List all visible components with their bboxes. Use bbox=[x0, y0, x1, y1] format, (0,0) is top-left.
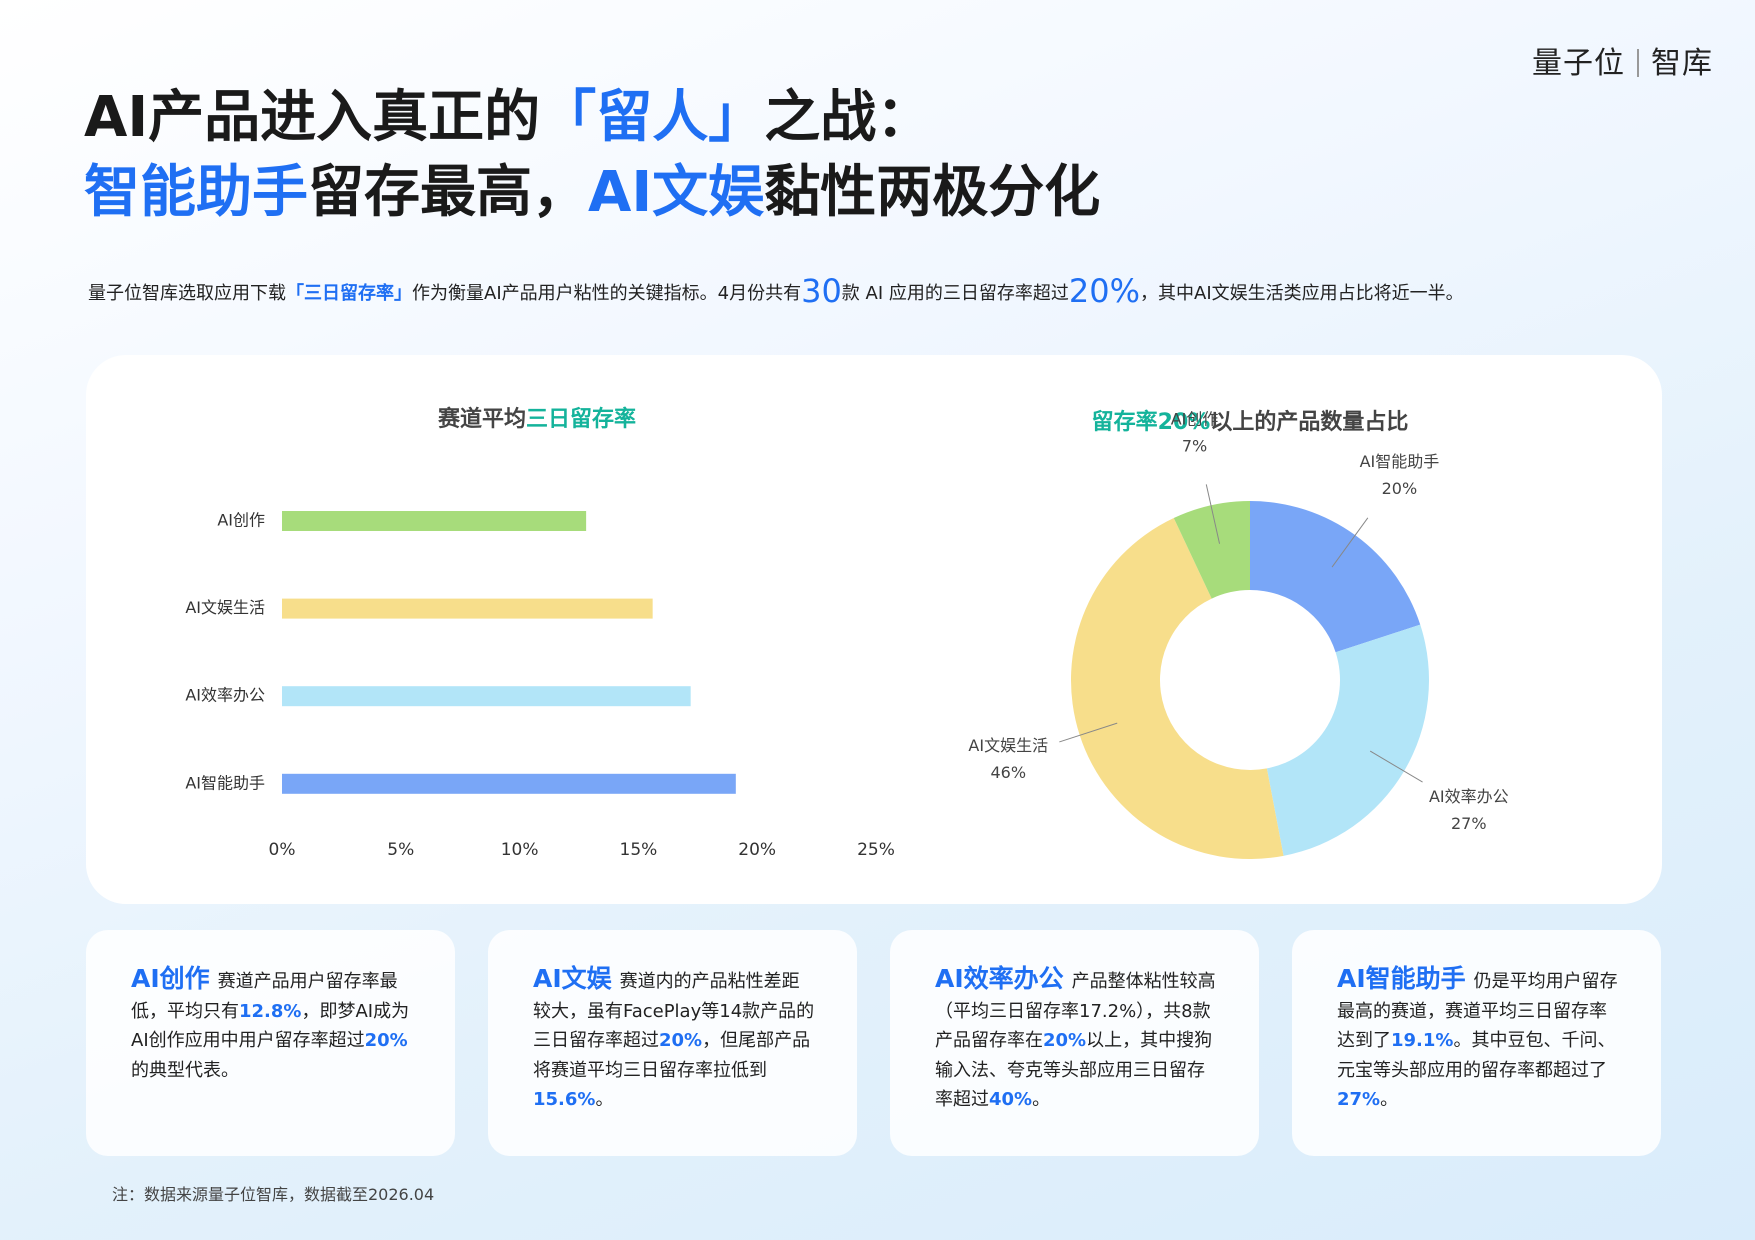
slice-label: AI效率办公 bbox=[1429, 787, 1509, 806]
bar bbox=[282, 511, 587, 531]
chart-title: 赛道平均三日留存率 bbox=[437, 406, 636, 432]
emphasis-text: 15.6% bbox=[533, 1089, 596, 1110]
donut-slice bbox=[1173, 501, 1250, 599]
text: 之战： bbox=[764, 85, 933, 150]
chart-title: 留存率20%以上的产品数量占比 bbox=[1092, 409, 1409, 435]
y-tick-label: AI文娱生活 bbox=[185, 598, 265, 617]
chart-title-part: 三日留存率 bbox=[526, 406, 636, 432]
card-title: AI效率办公 bbox=[935, 964, 1064, 993]
text: ，其中AI文娱生活类应用占比将近一半。 bbox=[1140, 283, 1464, 304]
card: AI文娱 赛道内的产品粘性差距较大，虽有FacePlay等14款产品的三日留存率超… bbox=[488, 930, 857, 1156]
text: 黏性两极分化 bbox=[764, 160, 1101, 225]
text: 。 bbox=[1380, 1089, 1399, 1110]
slice-value-label: 46% bbox=[990, 763, 1026, 782]
card: AI创作 赛道产品用户留存率最低，平均只有12.8%，即梦AI成为AI创作应用中用… bbox=[86, 930, 455, 1156]
logo-sub: 智库 bbox=[1651, 46, 1713, 81]
note: 注：数据来源量子位智库，数据截至2026.04 bbox=[112, 1185, 435, 1204]
text: 赛道产品用户留存率最低，平均只有 bbox=[131, 971, 398, 1022]
charts: 赛道平均三日留存率 0% 5% 10% 15% 20% 25% AI创作 AI文娱生活 AI效率办… bbox=[185, 406, 1509, 860]
logo-brand: 量子位 bbox=[1532, 46, 1625, 81]
emphasis-text: 20% bbox=[659, 1030, 703, 1051]
text: 。 bbox=[1032, 1089, 1051, 1110]
logo: 量子位 智库 bbox=[1532, 38, 1713, 82]
emphasis-text: 「留人」 bbox=[540, 85, 765, 150]
card-title: AI文娱 bbox=[533, 964, 612, 993]
emphasis-text: 「三日留存率」 bbox=[286, 283, 412, 304]
slice-label: AI智能助手 bbox=[1360, 452, 1440, 471]
emphasis-text: 智能助手 bbox=[84, 160, 308, 225]
y-tick-label: AI智能助手 bbox=[185, 773, 265, 792]
text: 款 AI 应用的三日留存率超过 bbox=[841, 283, 1069, 304]
text: 产品整体粘性较高（平均三日留存率17.2%），共8款产品留存率在 bbox=[935, 971, 1216, 1051]
card-title: AI创作 bbox=[131, 964, 210, 993]
text: ，但尾部产品将赛道平均三日留存率拉低到 bbox=[533, 1030, 811, 1081]
emphasis-text: 20% bbox=[1043, 1030, 1087, 1051]
emphasis-text: 30 bbox=[801, 272, 842, 310]
bar bbox=[282, 686, 691, 707]
x-tick-label: 25% bbox=[857, 840, 895, 860]
slice-label: AI文娱生活 bbox=[968, 736, 1048, 755]
card-title: AI智能助手 bbox=[1337, 964, 1466, 993]
emphasis-text: AI文娱 bbox=[588, 160, 765, 225]
chart-panel: 赛道平均三日留存率 0% 5% 10% 15% 20% 25% AI创作 AI文娱生活 AI效率办… bbox=[86, 355, 1662, 904]
text: 的典型代表。 bbox=[131, 1059, 239, 1081]
slice-value-label: 7% bbox=[1182, 436, 1207, 455]
text: 以上，其中搜狗输入法、夸克等头部应用三日留存率超过 bbox=[935, 1030, 1213, 1110]
headline-line1: AI产品进入真正的「留人」之战： bbox=[84, 72, 932, 153]
emphasis-text: 19.1% bbox=[1391, 1030, 1454, 1051]
emphasis-text: 40% bbox=[989, 1089, 1033, 1110]
text: 留存最高， bbox=[308, 160, 588, 225]
intro: 量子位智库选取应用下载「三日留存率」作为衡量AI产品用户粘性的关键指标。4月份共… bbox=[88, 272, 1464, 310]
emphasis-text: 20% bbox=[1068, 272, 1140, 310]
slice-label: AI创作 bbox=[1171, 409, 1219, 428]
chart-title-part: 赛道平均 bbox=[437, 406, 526, 432]
headline-line2: 智能助手留存最高，AI文娱黏性两极分化 bbox=[84, 147, 1100, 228]
x-tick-label: 20% bbox=[738, 840, 776, 860]
card: AI效率办公 产品整体粘性较高（平均三日留存率17.2%），共8款产品留存率在20… bbox=[890, 930, 1259, 1156]
x-tick-label: 10% bbox=[501, 840, 539, 860]
text: 。 bbox=[595, 1089, 614, 1110]
slice-value-label: 27% bbox=[1451, 814, 1487, 833]
leader-line bbox=[1331, 517, 1369, 568]
text: 。其中豆包、千问、元宝等头部应用的留存率都超过了 bbox=[1337, 1030, 1616, 1081]
emphasis-text: 12.8% bbox=[239, 1000, 302, 1022]
text: 赛道内的产品粘性差距较大，虽有FacePlay等14款产品的三日留存率超过 bbox=[533, 971, 815, 1051]
slice-value-label: 20% bbox=[1382, 479, 1418, 498]
leader-line bbox=[1369, 750, 1423, 783]
donut-slice bbox=[1250, 501, 1421, 653]
y-tick-label: AI创作 bbox=[217, 511, 265, 530]
bar bbox=[282, 598, 653, 619]
logo-separator bbox=[1637, 49, 1639, 77]
chart-title-part: 留存率20% bbox=[1092, 409, 1211, 435]
leader-line bbox=[1205, 484, 1221, 544]
text: 量子位智库选取应用下载 bbox=[88, 283, 286, 304]
donut-slice bbox=[1266, 624, 1429, 856]
bar bbox=[282, 773, 736, 794]
leader-line bbox=[1059, 722, 1118, 743]
emphasis-text: 20% bbox=[364, 1030, 408, 1051]
y-tick-label: AI效率办公 bbox=[185, 686, 265, 705]
emphasis-text: 27% bbox=[1337, 1089, 1381, 1110]
x-tick-label: 0% bbox=[269, 840, 296, 860]
text: AI产品进入真正的 bbox=[84, 85, 541, 150]
card: AI智能助手 仍是平均用户留存最高的赛道，赛道平均三日留存率达到了19.1%。其中… bbox=[1292, 930, 1661, 1156]
text: 仍是平均用户留存最高的赛道，赛道平均三日留存率达到了 bbox=[1337, 971, 1618, 1051]
x-tick-label: 5% bbox=[387, 840, 414, 860]
donut-slice bbox=[1071, 518, 1284, 859]
text: ，即梦AI成为AI创作应用中用户留存率超过 bbox=[131, 1000, 410, 1052]
x-tick-label: 15% bbox=[620, 840, 658, 860]
text: 作为衡量AI产品用户粘性的关键指标。4月份共有 bbox=[412, 283, 802, 304]
chart-title-part: 以上的产品数量占比 bbox=[1210, 409, 1408, 435]
